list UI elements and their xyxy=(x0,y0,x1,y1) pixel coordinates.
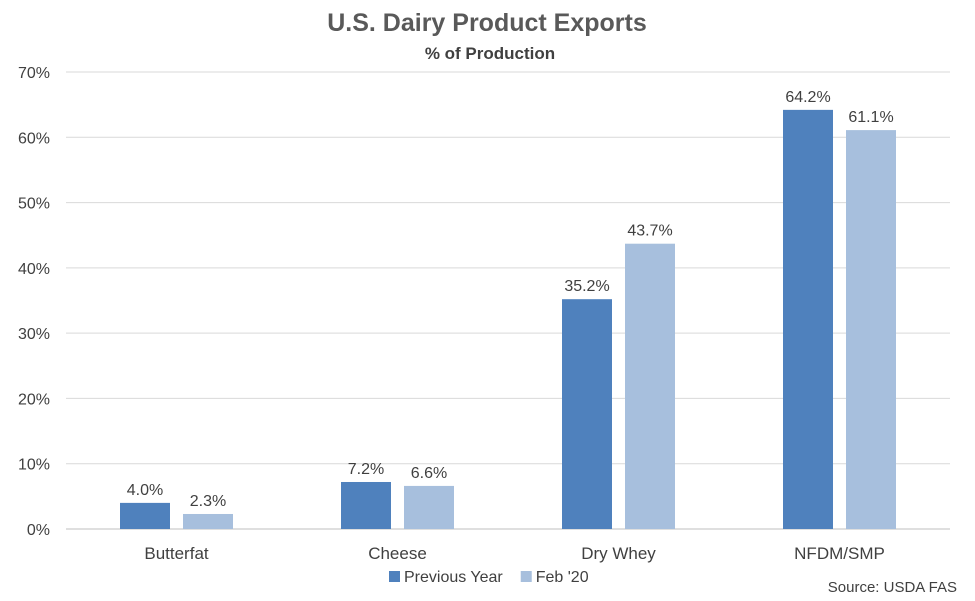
data-label: 6.6% xyxy=(411,465,447,482)
bar xyxy=(846,130,896,529)
bar xyxy=(120,502,170,529)
y-tick-label: 20% xyxy=(18,391,50,408)
x-category-label: Cheese xyxy=(368,544,427,563)
x-category-label: Dry Whey xyxy=(581,544,656,563)
legend-label: Feb '20 xyxy=(536,569,589,586)
chart-subtitle: % of Production xyxy=(425,44,555,63)
y-tick-label: 0% xyxy=(27,522,50,539)
data-label: 35.2% xyxy=(564,278,609,295)
data-labels: 4.0% 2.3% 7.2% 6.6% 35.2% 43.7% 64.2% 61.1% xyxy=(127,89,894,510)
bars xyxy=(120,109,896,530)
y-tick-label: 70% xyxy=(18,65,50,82)
legend: Previous Year Feb '20 xyxy=(389,569,589,586)
gridlines xyxy=(66,71,950,530)
x-category-label: NFDM/SMP xyxy=(794,544,885,563)
data-label: 43.7% xyxy=(627,223,672,240)
bar xyxy=(404,485,454,529)
y-tick-label: 30% xyxy=(18,326,50,343)
data-label: 2.3% xyxy=(190,493,226,510)
x-axis-categories: Butterfat Cheese Dry Whey NFDM/SMP xyxy=(144,544,884,563)
y-tick-label: 50% xyxy=(18,196,50,213)
legend-swatch xyxy=(389,571,400,582)
data-label: 4.0% xyxy=(127,482,163,499)
y-tick-label: 40% xyxy=(18,261,50,278)
y-tick-label: 10% xyxy=(18,457,50,474)
y-tick-label: 60% xyxy=(18,130,50,147)
legend-label: Previous Year xyxy=(404,569,503,586)
bar xyxy=(183,513,233,529)
bar xyxy=(783,109,833,529)
data-label: 64.2% xyxy=(785,89,830,106)
bar xyxy=(341,481,391,529)
data-label: 7.2% xyxy=(348,461,384,478)
bar xyxy=(625,243,675,530)
x-category-label: Butterfat xyxy=(144,544,209,563)
legend-swatch xyxy=(520,571,532,582)
y-axis-ticks: 0% 10% 20% 30% 40% 50% 60% 70% xyxy=(18,65,50,539)
chart-title: U.S. Dairy Product Exports xyxy=(327,9,647,37)
source-note: Source: USDA FAS xyxy=(828,579,957,596)
data-label: 61.1% xyxy=(848,109,893,126)
bar xyxy=(562,299,612,529)
